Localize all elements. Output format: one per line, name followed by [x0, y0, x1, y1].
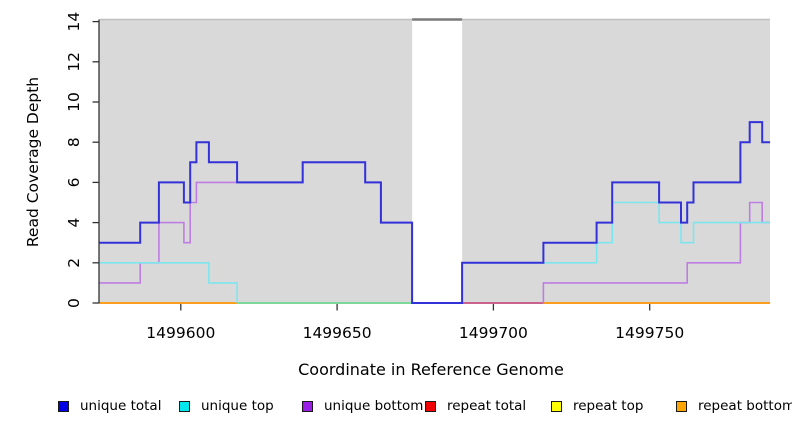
legend-label: repeat bottom — [698, 398, 792, 414]
y-tick-label: 14 — [65, 12, 83, 32]
legend-entry-repeat-top: repeat top — [551, 398, 644, 414]
y-tick-label: 8 — [65, 137, 83, 147]
x-tick-label: 1499700 — [459, 324, 528, 342]
x-tick-label: 1499650 — [303, 324, 372, 342]
series-unique-total — [99, 121, 771, 304]
legend-entry-unique-total: unique total — [58, 398, 162, 414]
legend-label: repeat top — [573, 398, 644, 414]
legend-label: unique total — [80, 398, 162, 414]
y-tick-label: 6 — [65, 177, 83, 187]
x-tick-label: 1499600 — [146, 324, 215, 342]
y-axis-title: Read Coverage Depth — [24, 77, 42, 247]
legend-label: unique bottom — [324, 398, 424, 414]
y-tick-label: 10 — [65, 92, 83, 112]
legend-swatch — [551, 401, 562, 412]
no-data-gap-band — [412, 19, 463, 303]
legend-entry-unique-top: unique top — [179, 398, 274, 414]
x-axis-title: Coordinate in Reference Genome — [298, 360, 564, 379]
y-tick-label: 2 — [65, 258, 83, 268]
series-unique-top-left — [99, 262, 238, 303]
legend-swatch — [58, 401, 69, 412]
legend-swatch — [302, 401, 313, 412]
chart-legend: unique total unique top unique bottom repea… — [0, 0, 792, 413]
y-tick-label: 12 — [65, 52, 83, 72]
legend-swatch — [179, 401, 190, 412]
legend-entry-repeat-total: repeat total — [425, 398, 527, 414]
legend-swatch — [676, 401, 687, 412]
legend-swatch — [425, 401, 436, 412]
y-tick-label: 0 — [65, 298, 83, 308]
legend-entry-unique-bottom: unique bottom — [302, 398, 424, 414]
legend-label: repeat total — [447, 398, 527, 414]
legend-label: unique top — [201, 398, 274, 414]
y-tick-label: 4 — [65, 218, 83, 228]
legend-entry-repeat-bottom: repeat bottom — [676, 398, 792, 414]
x-tick-label: 1499750 — [615, 324, 684, 342]
